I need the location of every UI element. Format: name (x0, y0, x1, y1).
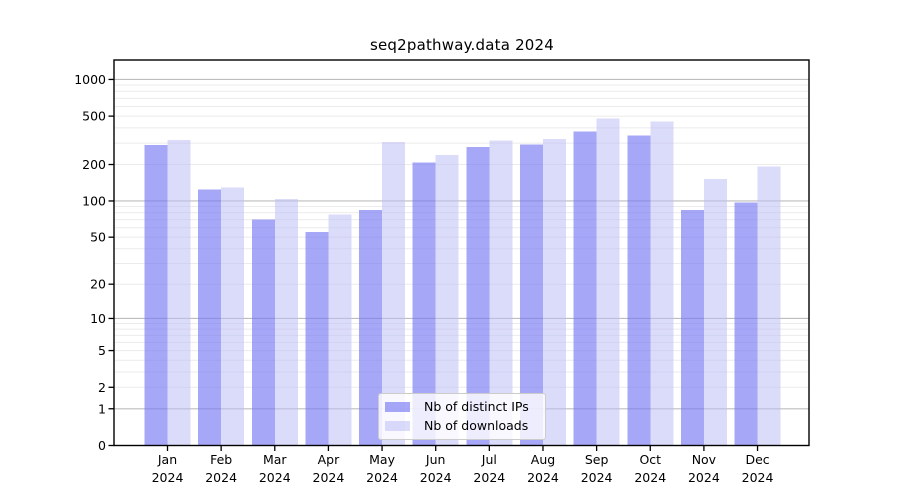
y-tick-label: 100 (82, 193, 106, 208)
x-tick-year: 2024 (688, 470, 720, 485)
y-tick-label: 1000 (74, 72, 106, 87)
x-tick-year: 2024 (366, 470, 398, 485)
plot-border (113, 59, 810, 447)
x-tick-year: 2024 (313, 470, 345, 485)
x-tick-month: Dec (745, 452, 769, 467)
bar-distinct-ips-sep (573, 131, 597, 446)
bar-downloads-apr (328, 214, 352, 446)
x-tick-month: Sep (585, 452, 609, 467)
legend-item-downloads: Nb of downloads (385, 418, 537, 433)
y-tick-label: 10 (90, 311, 106, 326)
y-axis: 0 1 2 5 10 20 50 100 200 500 1000 (74, 72, 114, 453)
x-tick-month: Jul (481, 452, 497, 467)
bar-downloads-nov (703, 178, 727, 446)
y-tick-label: 2 (98, 380, 106, 395)
x-tick-month: Apr (318, 452, 340, 467)
bar-distinct-ips-may (359, 210, 383, 446)
bar-downloads-jun (435, 154, 459, 446)
chart-title: seq2pathway.data 2024 (369, 36, 555, 54)
x-tick-month: Nov (692, 452, 717, 467)
x-tick-month: Jun (425, 452, 446, 467)
x-tick-year: 2024 (742, 470, 774, 485)
y-tick-label: 500 (82, 109, 106, 124)
y-tick-label: 0 (98, 438, 106, 453)
legend-swatch-downloads (385, 420, 410, 431)
y-tick-label: 20 (90, 277, 106, 292)
x-tick-year: 2024 (527, 470, 559, 485)
bar-distinct-ips-aug (519, 144, 543, 446)
bar-distinct-ips-jun (412, 162, 436, 446)
y-tick-label: 5 (98, 343, 106, 358)
x-tick-month: Jan (157, 452, 177, 467)
legend-label-distinct-ips: Nb of distinct IPs (424, 399, 529, 414)
x-tick-year: 2024 (634, 470, 666, 485)
legend-label-downloads: Nb of downloads (424, 418, 529, 433)
y-tick-label: 50 (90, 230, 106, 245)
bar-distinct-ips-jul (466, 146, 490, 446)
x-tick-year: 2024 (259, 470, 291, 485)
bar-downloads-may (382, 142, 406, 446)
y-tick-label: 200 (82, 157, 106, 172)
bar-downloads-aug (542, 138, 566, 446)
legend-item-distinct-ips: Nb of distinct IPs (385, 399, 537, 414)
bar-downloads-feb (221, 187, 245, 446)
bar-downloads-oct (650, 121, 674, 446)
bar-distinct-ips-mar (251, 219, 275, 446)
bar-distinct-ips-apr (305, 232, 329, 446)
x-tick-month: Feb (210, 452, 232, 467)
x-tick-month: May (369, 452, 395, 467)
bars (144, 118, 781, 446)
legend: Nb of distinct IPs Nb of downloads (378, 393, 546, 440)
bar-distinct-ips-dec (734, 202, 758, 446)
legend-swatch-distinct-ips (385, 401, 410, 412)
x-tick-year: 2024 (152, 470, 184, 485)
y-tick-label: 1 (98, 401, 106, 416)
x-tick-month: Oct (639, 452, 661, 467)
x-tick-month: Aug (531, 452, 555, 467)
x-tick-year: 2024 (205, 470, 237, 485)
x-tick-month: Mar (263, 452, 287, 467)
x-tick-year: 2024 (581, 470, 613, 485)
bar-downloads-dec (757, 166, 781, 446)
x-tick-year: 2024 (420, 470, 452, 485)
bar-downloads-mar (274, 198, 298, 446)
x-axis: Jan 2024 Feb 2024 Mar 2024 Apr 2024 May 2024 Jun 20… (152, 445, 774, 485)
bar-downloads-jan (167, 140, 191, 446)
bar-distinct-ips-oct (627, 135, 651, 446)
bar-distinct-ips-feb (198, 189, 222, 446)
bar-distinct-ips-jan (144, 144, 168, 446)
bar-distinct-ips-nov (680, 210, 704, 446)
x-tick-year: 2024 (473, 470, 505, 485)
bar-downloads-sep (596, 118, 620, 446)
bar-downloads-jul (489, 140, 513, 446)
